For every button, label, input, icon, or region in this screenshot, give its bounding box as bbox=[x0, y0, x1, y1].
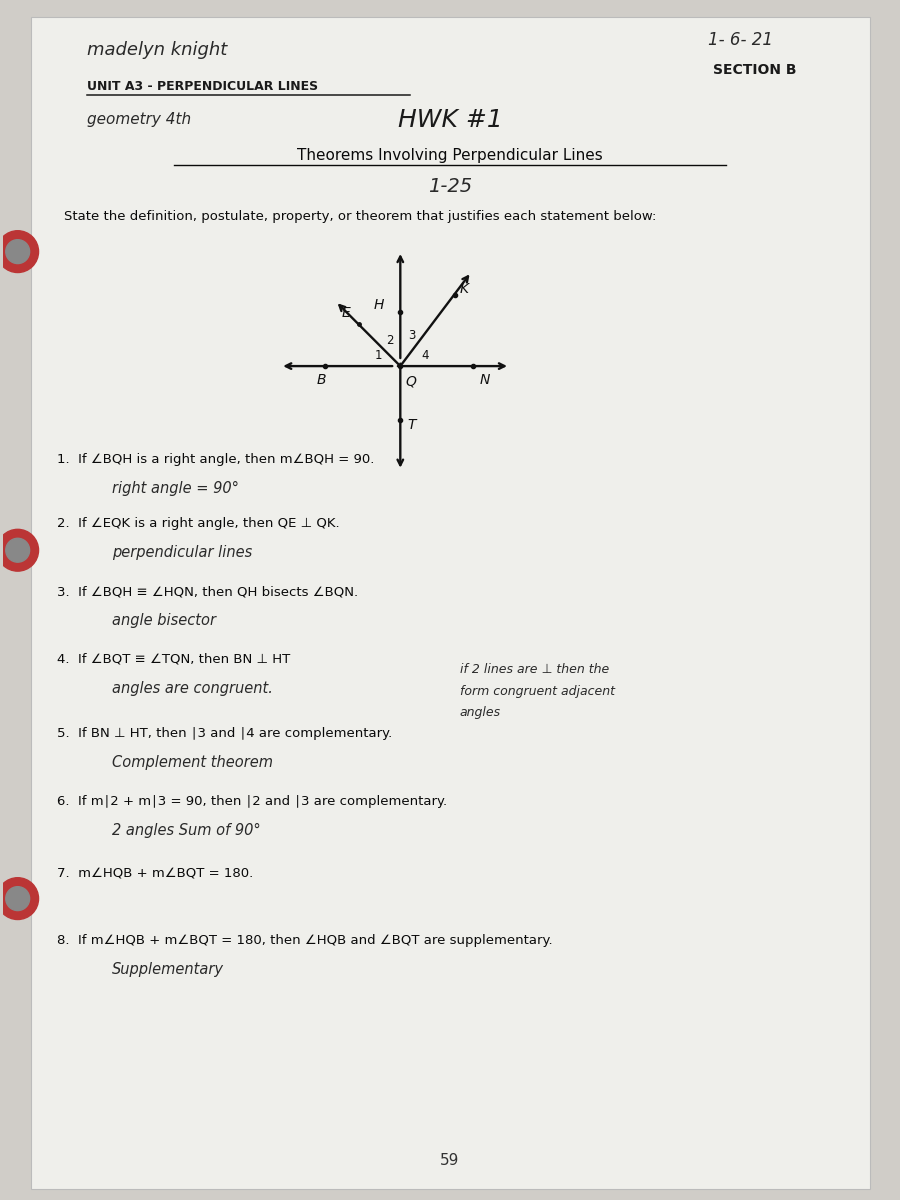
Text: 2.  If ∠EQK is a right angle, then QE ⊥ QK.: 2. If ∠EQK is a right angle, then QE ⊥ Q… bbox=[58, 517, 340, 530]
Text: State the definition, postulate, property, or theorem that justifies each statem: State the definition, postulate, propert… bbox=[65, 210, 657, 223]
Circle shape bbox=[5, 539, 30, 562]
Text: SECTION B: SECTION B bbox=[714, 64, 796, 78]
Circle shape bbox=[0, 529, 39, 571]
Text: 2: 2 bbox=[386, 334, 394, 347]
Text: H: H bbox=[374, 298, 384, 312]
Text: 2 angles Sum of 90°: 2 angles Sum of 90° bbox=[112, 823, 261, 838]
Text: perpendicular lines: perpendicular lines bbox=[112, 545, 252, 560]
Text: form congruent adjacent: form congruent adjacent bbox=[460, 684, 615, 697]
Text: angle bisector: angle bisector bbox=[112, 613, 216, 628]
FancyBboxPatch shape bbox=[31, 17, 870, 1189]
Circle shape bbox=[5, 240, 30, 264]
Text: N: N bbox=[480, 373, 490, 388]
Text: 1: 1 bbox=[374, 349, 382, 362]
Text: 5.  If BN ⊥ HT, then ∣3 and ∣4 are complementary.: 5. If BN ⊥ HT, then ∣3 and ∣4 are comple… bbox=[58, 727, 392, 740]
Text: if 2 lines are ⊥ then the: if 2 lines are ⊥ then the bbox=[460, 662, 609, 676]
Circle shape bbox=[0, 877, 39, 919]
Text: B: B bbox=[317, 373, 327, 388]
Text: 6.  If m∣2 + m∣3 = 90, then ∣2 and ∣3 are complementary.: 6. If m∣2 + m∣3 = 90, then ∣2 and ∣3 are… bbox=[58, 796, 447, 808]
Circle shape bbox=[0, 230, 39, 272]
Text: 4.  If ∠BQT ≡ ∠TQN, then BN ⊥ HT: 4. If ∠BQT ≡ ∠TQN, then BN ⊥ HT bbox=[58, 653, 291, 666]
Text: geometry 4th: geometry 4th bbox=[87, 113, 192, 127]
Text: K: K bbox=[460, 282, 469, 296]
Text: 4: 4 bbox=[421, 349, 428, 362]
Text: right angle = 90°: right angle = 90° bbox=[112, 480, 239, 496]
Circle shape bbox=[5, 887, 30, 911]
Text: Q: Q bbox=[405, 374, 416, 388]
Text: 3.  If ∠BQH ≡ ∠HQN, then QH bisects ∠BQN.: 3. If ∠BQH ≡ ∠HQN, then QH bisects ∠BQN. bbox=[58, 586, 358, 598]
Text: madelyn knight: madelyn knight bbox=[87, 41, 228, 59]
Text: HWK #1: HWK #1 bbox=[398, 108, 502, 132]
Text: 1- 6- 21: 1- 6- 21 bbox=[708, 30, 773, 48]
Text: Complement theorem: Complement theorem bbox=[112, 755, 273, 770]
Text: T: T bbox=[408, 418, 416, 432]
Text: 8.  If m∠HQB + m∠BQT = 180, then ∠HQB and ∠BQT are supplementary.: 8. If m∠HQB + m∠BQT = 180, then ∠HQB and… bbox=[58, 935, 553, 947]
Text: Supplementary: Supplementary bbox=[112, 962, 224, 977]
Text: 1.  If ∠BQH is a right angle, then m∠BQH = 90.: 1. If ∠BQH is a right angle, then m∠BQH … bbox=[58, 452, 374, 466]
Text: Theorems Involving Perpendicular Lines: Theorems Involving Perpendicular Lines bbox=[297, 148, 603, 163]
Text: UNIT A3 - PERPENDICULAR LINES: UNIT A3 - PERPENDICULAR LINES bbox=[87, 80, 319, 94]
Text: angles are congruent.: angles are congruent. bbox=[112, 680, 273, 696]
Text: 1-25: 1-25 bbox=[428, 176, 473, 196]
Text: 59: 59 bbox=[440, 1153, 460, 1169]
Text: 7.  m∠HQB + m∠BQT = 180.: 7. m∠HQB + m∠BQT = 180. bbox=[58, 866, 254, 880]
Text: 3: 3 bbox=[409, 329, 416, 342]
Text: angles: angles bbox=[460, 707, 501, 720]
Text: E: E bbox=[342, 306, 351, 320]
